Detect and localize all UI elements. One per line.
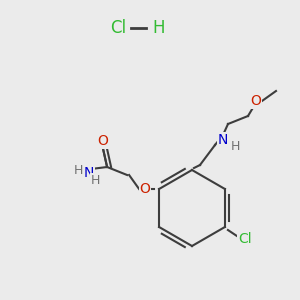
Text: H: H <box>153 19 165 37</box>
Text: N: N <box>218 133 228 147</box>
Text: H: H <box>230 140 240 152</box>
Text: Cl: Cl <box>238 232 252 246</box>
Text: O: O <box>140 182 151 196</box>
Text: O: O <box>98 134 109 148</box>
Text: H: H <box>90 173 100 187</box>
Text: O: O <box>250 94 261 108</box>
Text: H: H <box>74 164 83 178</box>
Text: Cl: Cl <box>110 19 126 37</box>
Text: N: N <box>84 166 94 180</box>
